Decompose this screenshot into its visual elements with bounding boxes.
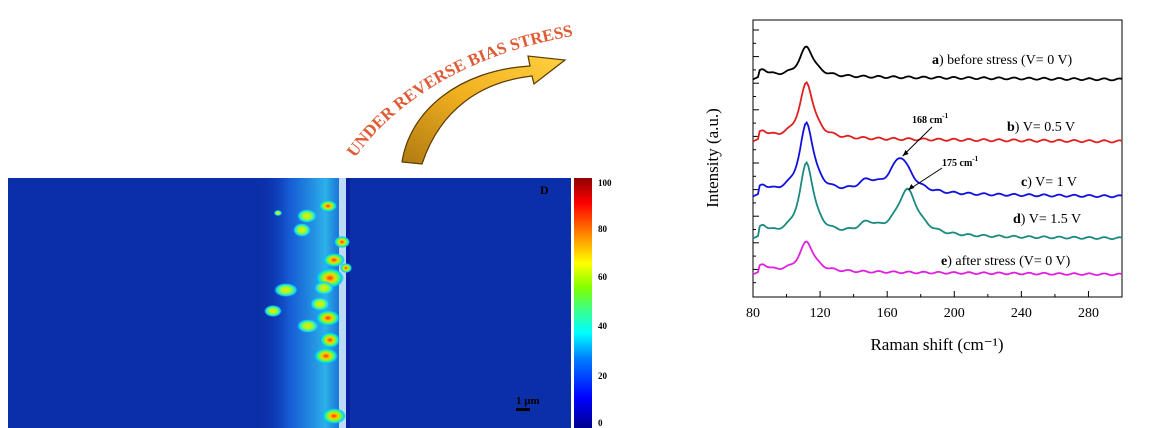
map-hotspot: [323, 253, 345, 267]
map-hotspot: [264, 305, 282, 317]
plot-frame: [752, 19, 1123, 298]
series-label-text: ) before stress (V= 0 V): [939, 53, 1073, 68]
peak-annotation-175: 175 cm-1: [942, 155, 979, 169]
peak-annotation-text: 168 cm: [912, 115, 943, 126]
colorbar-tick-0: 0: [598, 418, 603, 428]
series-label-c: c) V= 1 V: [1021, 175, 1077, 190]
map-hotspot: [297, 319, 319, 333]
series-label-d: d) V= 1.5 V: [1013, 212, 1081, 227]
arrowhead-icon: [902, 150, 909, 156]
map-hotspot: [314, 281, 334, 295]
peak-annotation-sup: -1: [942, 112, 948, 120]
map-hotspot: [274, 210, 282, 216]
map-hotspot: [274, 283, 298, 297]
colorbar-tick-100: 100: [598, 178, 612, 188]
x-tick-label: 120: [810, 306, 831, 321]
x-axis-label: Raman shift (cm⁻¹): [870, 335, 1003, 354]
colorbar-tick-60: 60: [598, 272, 607, 282]
map-hotspot: [314, 348, 338, 364]
x-tick-label: 240: [1011, 306, 1032, 321]
raman-intensity-map: D 1 μm: [8, 178, 571, 428]
peak-annotation-sup: -1: [972, 155, 978, 163]
scale-bar: [516, 408, 530, 411]
colorbar: [574, 178, 592, 428]
map-hotspot: [334, 236, 350, 248]
series-label-tag: d: [1013, 212, 1021, 227]
stress-arrow-graphic: UNDER REVERSE BIAS STRESS: [343, 21, 574, 165]
series-label-text: ) V= 1 V: [1027, 175, 1077, 190]
curved-arrow-icon: [401, 55, 567, 165]
scale-bar-label: 1 μm: [516, 395, 540, 407]
y-axis-label: Intensity (a.u.): [703, 108, 722, 208]
colorbar-tick-80: 80: [598, 224, 607, 234]
arrowhead-icon: [908, 184, 915, 190]
colorbar-tick-40: 40: [598, 321, 607, 331]
map-hotspot: [297, 209, 317, 223]
spectrum-line-e: [752, 240, 1123, 277]
map-hotspot: [310, 297, 330, 311]
peak-annotation-arrow: [908, 167, 943, 191]
series-label-b: b) V= 0.5 V: [1007, 120, 1075, 135]
peak-annotation-168: 168 cm-1: [912, 112, 949, 126]
raman-spectra-chart: 80 120 160 200 240 280 a) before stress (V= 0…: [703, 19, 1123, 354]
series-label-text: ) after stress (V= 0 V): [947, 254, 1070, 269]
series-label-text: ) V= 0.5 V: [1015, 120, 1075, 135]
spectrum-line-c: [752, 120, 1123, 199]
series-label-tag: b: [1007, 120, 1015, 135]
spectrum-line-d: [752, 160, 1123, 241]
peak-annotation-text: 175 cm: [942, 158, 973, 169]
map-hotspot: [293, 223, 311, 237]
spectrum-line-a: [752, 45, 1123, 82]
series-label-tag: a: [932, 53, 939, 68]
series-label-a: a) before stress (V= 0 V): [932, 53, 1073, 68]
series-label-e: e) after stress (V= 0 V): [941, 254, 1071, 269]
map-panel-letter: D: [540, 183, 549, 197]
map-hotspot: [340, 263, 352, 273]
x-tick-label: 160: [877, 306, 898, 321]
series-label-text: ) V= 1.5 V: [1021, 212, 1081, 227]
x-tick-label: 280: [1078, 306, 1099, 321]
x-tick-label: 200: [944, 306, 965, 321]
series-label-tag: e: [941, 254, 947, 269]
series-label-tag: c: [1021, 175, 1027, 190]
map-hotspot: [320, 332, 340, 348]
peak-annotation-arrow: [902, 126, 933, 157]
spectrum-line-b: [752, 80, 1123, 144]
map-hotspot: [316, 310, 340, 326]
x-tick-label: 80: [746, 306, 760, 321]
colorbar-tick-20: 20: [598, 371, 607, 381]
map-hotspot: [322, 408, 346, 424]
map-hotspot: [319, 200, 337, 212]
